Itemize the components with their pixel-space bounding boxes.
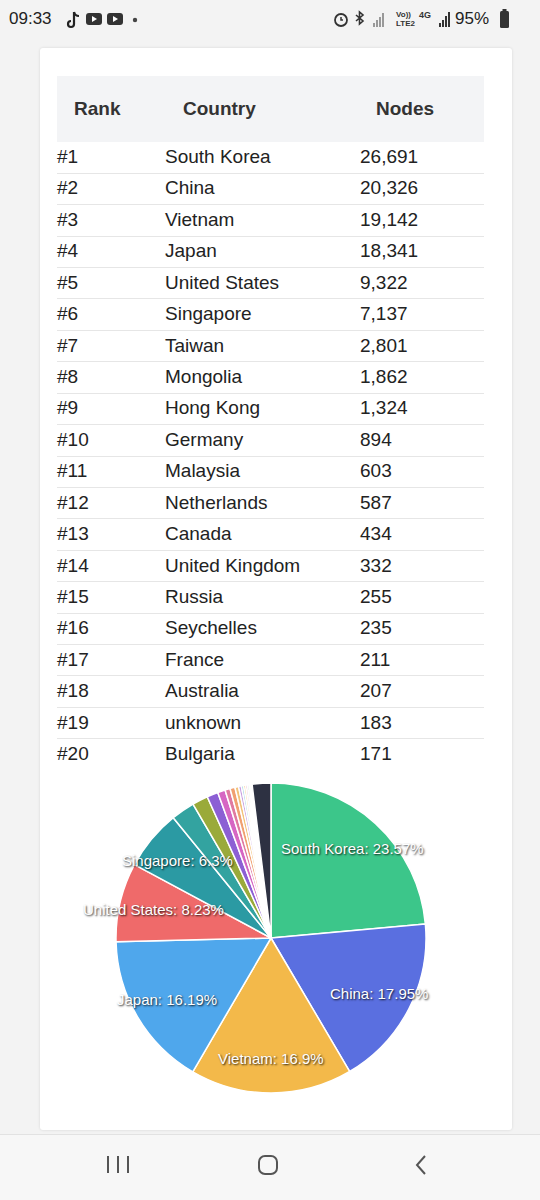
html-text:South Korea: South Korea bbox=[165, 146, 271, 167]
html-text:Hong Kong: Hong Kong bbox=[165, 397, 261, 419]
html-text:Taiwan: Taiwan bbox=[165, 334, 225, 356]
html-text:#16: #16 bbox=[57, 617, 89, 639]
html-text:235: 235 bbox=[360, 617, 392, 639]
html-text:Seychelles: Seychelles bbox=[165, 617, 257, 639]
html-text:2,801: 2,801 bbox=[360, 334, 408, 356]
html-text:Vo)): Vo)) bbox=[396, 10, 411, 19]
html-text:Australia: Australia bbox=[165, 680, 239, 702]
html-text:#9: #9 bbox=[57, 397, 79, 419]
html-text:#4: #4 bbox=[57, 240, 79, 262]
html-text:United States: United States bbox=[165, 271, 280, 293]
html-text:4G: 4G bbox=[419, 10, 431, 20]
html-text:#1: #1 bbox=[57, 146, 79, 167]
html-text:#20: #20 bbox=[57, 743, 89, 764]
html-text:Japan: Japan bbox=[165, 240, 217, 262]
html-text:#15: #15 bbox=[57, 585, 89, 607]
html-text:255: 255 bbox=[360, 585, 392, 607]
html-text:#13: #13 bbox=[57, 523, 89, 544]
html-text:#3: #3 bbox=[57, 208, 79, 230]
svg-text:South Korea: 23.57%: South Korea: 23.57% bbox=[281, 840, 424, 857]
html-text:Nodes: Nodes bbox=[376, 98, 435, 119]
html-text:#2: #2 bbox=[57, 177, 79, 199]
html-text:China: China bbox=[165, 177, 215, 199]
html-text:Mongolia: Mongolia bbox=[165, 365, 243, 387]
html-text:#8: #8 bbox=[57, 365, 79, 387]
html-text:7,137: 7,137 bbox=[360, 303, 408, 325]
html-text:United Kingdom: United Kingdom bbox=[165, 554, 301, 576]
html-text:#5: #5 bbox=[57, 271, 79, 293]
html-text:#18: #18 bbox=[57, 680, 89, 702]
html-text:LTE2: LTE2 bbox=[396, 19, 415, 28]
html-text:1,324: 1,324 bbox=[360, 397, 408, 419]
html-text:Singapore: Singapore bbox=[165, 303, 252, 325]
html-text:Bulgaria: Bulgaria bbox=[165, 743, 235, 764]
html-text:#14: #14 bbox=[57, 554, 89, 576]
html-text:18,341: 18,341 bbox=[360, 240, 419, 262]
html-text:434: 434 bbox=[360, 523, 392, 544]
html-text:09:33: 09:33 bbox=[9, 9, 52, 28]
html-text:#17: #17 bbox=[57, 648, 89, 670]
html-text:9,322: 9,322 bbox=[360, 271, 408, 293]
html-text:#19: #19 bbox=[57, 711, 89, 733]
html-text:603: 603 bbox=[360, 460, 392, 482]
html-text:Canada: Canada bbox=[165, 523, 232, 544]
html-text:France: France bbox=[165, 648, 225, 670]
html-text:#11: #11 bbox=[57, 460, 88, 482]
html-text:#10: #10 bbox=[57, 428, 89, 450]
html-text:587: 587 bbox=[360, 491, 392, 513]
html-text:19,142: 19,142 bbox=[360, 208, 419, 230]
html-text:Germany: Germany bbox=[165, 428, 244, 450]
html-text:Vietnam: Vietnam bbox=[165, 208, 235, 230]
html-text:95%: 95% bbox=[455, 9, 489, 28]
svg-text:Vietnam: 16.9%: Vietnam: 16.9% bbox=[218, 1050, 324, 1067]
html-text:Country: Country bbox=[183, 98, 256, 119]
html-text:332: 332 bbox=[360, 554, 392, 576]
svg-text:Singapore: 6.3%: Singapore: 6.3% bbox=[122, 852, 233, 869]
html-text:Russia: Russia bbox=[165, 585, 224, 607]
html-text:Malaysia: Malaysia bbox=[165, 460, 240, 482]
html-text:Rank: Rank bbox=[74, 98, 121, 119]
svg-text:United States: 8.23%: United States: 8.23% bbox=[83, 901, 224, 918]
html-text:207: 207 bbox=[360, 680, 392, 702]
html-text:unknown: unknown bbox=[165, 711, 242, 733]
svg-text:Japan: 16.19%: Japan: 16.19% bbox=[117, 991, 217, 1008]
svg-text:China: 17.95%: China: 17.95% bbox=[330, 985, 428, 1002]
html-text:#12: #12 bbox=[57, 491, 89, 513]
html-text:#6: #6 bbox=[57, 303, 79, 325]
html-text:211: 211 bbox=[360, 648, 391, 670]
html-text:#7: #7 bbox=[57, 334, 79, 356]
html-text:Netherlands: Netherlands bbox=[165, 491, 268, 513]
html-text:26,691: 26,691 bbox=[360, 146, 419, 167]
html-text:171: 171 bbox=[360, 743, 392, 764]
html-text:183: 183 bbox=[360, 711, 392, 733]
html-text:1,862: 1,862 bbox=[360, 365, 408, 387]
html-text:20,326: 20,326 bbox=[360, 177, 419, 199]
html-text:894: 894 bbox=[360, 428, 392, 450]
